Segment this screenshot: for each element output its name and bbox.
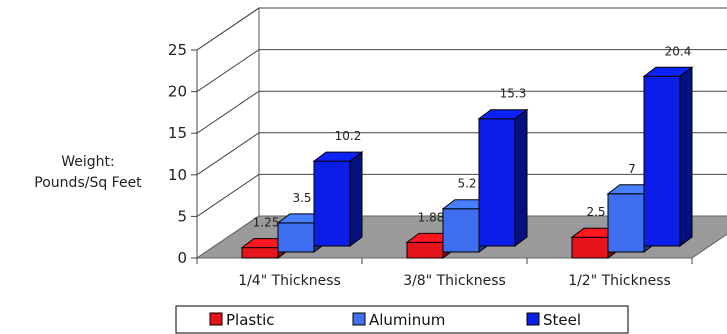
data-label-plastic-3: 2.5 [586, 205, 605, 219]
legend-box [175, 305, 629, 334]
y-tick-label: 0 [177, 249, 187, 267]
legend-item-plastic: Plastic [209, 311, 275, 329]
y-axis-label-line: Pounds/Sq Feet [34, 175, 142, 191]
data-label-plastic-2: 1.88 [418, 210, 445, 224]
category-label-1: 1/4" Thickness [238, 273, 341, 289]
data-label-steel-2: 15.3 [500, 87, 527, 101]
y-tick-label: 5 [177, 207, 187, 225]
y-tick-label: 25 [168, 41, 187, 59]
bar-steel-1 [312, 151, 364, 247]
data-label-aluminum-3: 7 [628, 162, 636, 176]
legend-swatch [352, 312, 366, 326]
y-tick-label: 15 [168, 124, 187, 142]
bar-steel-3 [642, 66, 694, 247]
legend-swatch [209, 312, 223, 326]
legend-label: Steel [543, 311, 581, 329]
data-label-steel-1: 10.2 [335, 129, 362, 143]
data-labels: 1.25 3.5 10.2 1.88 5.2 15.3 2.5 7 20.4 [253, 44, 692, 229]
legend-swatch [526, 312, 540, 326]
gridline [196, 132, 727, 176]
y-axis-label-line: Weight: [61, 154, 115, 170]
y-axis-ticks: 0 5 10 15 20 25 [168, 41, 198, 267]
legend-label: Plastic [226, 311, 275, 329]
legend-item-aluminum: Aluminum [352, 311, 445, 329]
y-tick-label: 20 [168, 83, 187, 101]
data-label-steel-3: 20.4 [665, 44, 692, 58]
legend-label: Aluminum [369, 311, 445, 329]
gridline [196, 90, 727, 134]
bars [240, 66, 694, 259]
y-axis-label: Weight: Pounds/Sq Feet [34, 154, 142, 191]
bar-steel-2 [477, 108, 529, 247]
gridline [196, 7, 727, 51]
data-label-aluminum-2: 5.2 [457, 177, 476, 191]
data-label-plastic-1: 1.25 [253, 216, 280, 230]
y-tick-label: 10 [168, 166, 187, 184]
data-label-aluminum-1: 3.5 [292, 191, 311, 205]
gridline [196, 173, 727, 217]
side-wall [196, 7, 260, 259]
category-label-3: 1/2" Thickness [568, 273, 671, 289]
category-labels: 1/4" Thickness 3/8" Thickness 1/2" Thickne… [196, 258, 693, 289]
gridline [196, 49, 727, 93]
legend-item-steel: Steel [526, 311, 581, 329]
legend: Plastic Aluminum Steel [175, 305, 629, 334]
category-label-2: 3/8" Thickness [403, 273, 506, 289]
